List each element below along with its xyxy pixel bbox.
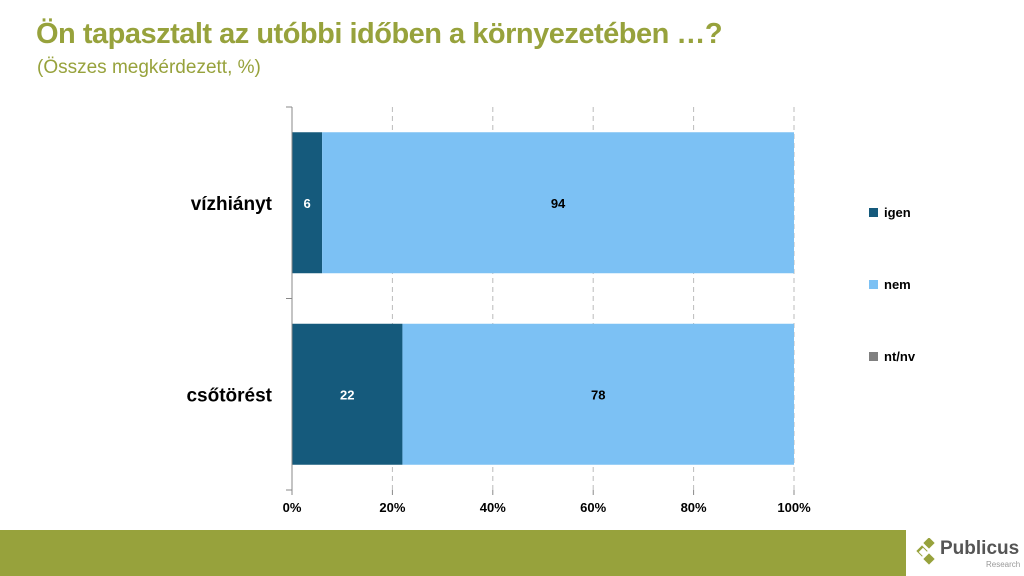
x-tick-label: 0% <box>283 500 302 515</box>
legend-label: igen <box>884 205 911 220</box>
legend-swatch <box>869 352 878 361</box>
data-label: 6 <box>303 196 310 211</box>
chart-title: Ön tapasztalt az utóbbi időben a környez… <box>36 18 723 50</box>
bar-nem <box>322 132 794 274</box>
bar-igen <box>292 132 323 274</box>
footer-band <box>0 530 906 576</box>
x-tick-label: 20% <box>379 500 405 515</box>
legend-label: nem <box>884 277 911 292</box>
bar-chart: 0% 20% 40% 60% 80% 100% 6 94 vízhiányt 22 78 csőtör… <box>186 106 916 515</box>
legend-swatch <box>869 280 878 289</box>
category-label: vízhiányt <box>191 194 273 215</box>
x-tick-label: 40% <box>480 500 506 515</box>
legend-swatch <box>869 208 878 217</box>
data-label: 22 <box>340 387 354 402</box>
publicus-logo: Publicus Research <box>916 536 1024 572</box>
bar-igen <box>292 323 403 465</box>
legend-label: nt/nv <box>884 349 916 364</box>
bar-nem <box>402 323 794 465</box>
x-tick-label: 80% <box>681 500 707 515</box>
category-label: csőtörést <box>186 385 272 406</box>
data-label: 94 <box>551 196 566 211</box>
x-tick-label: 100% <box>777 500 811 515</box>
logo-icon <box>916 538 935 565</box>
data-label: 78 <box>591 387 605 402</box>
chart-subtitle: (Összes megkérdezett, %) <box>37 57 261 78</box>
x-tick-label: 60% <box>580 500 606 515</box>
